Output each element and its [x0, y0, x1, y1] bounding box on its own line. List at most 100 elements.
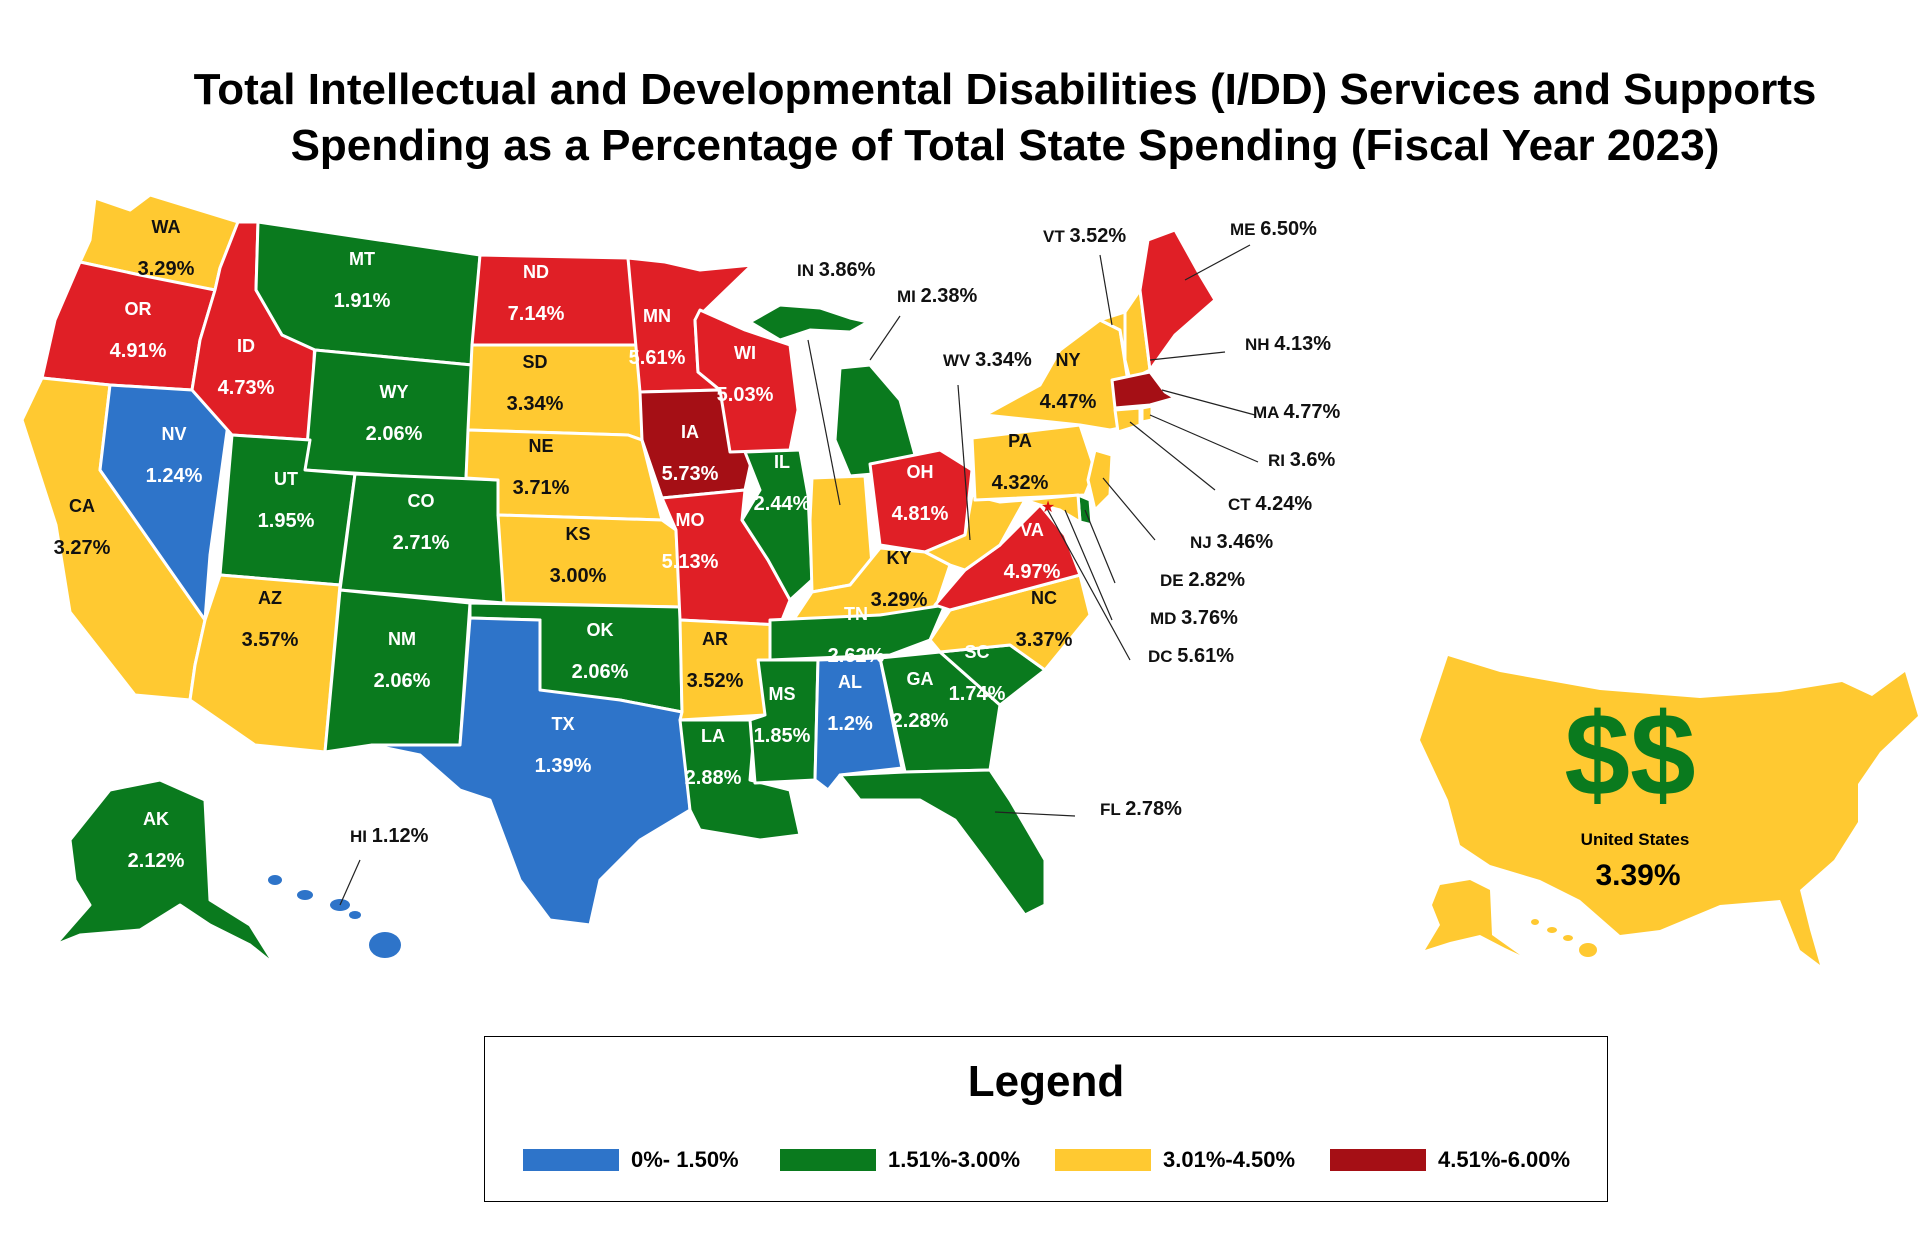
state-value-az: 3.57% — [242, 629, 299, 651]
state-label-nv: NV — [161, 424, 186, 444]
state-label-ms: MS — [769, 684, 796, 704]
state-label-la: LA — [701, 726, 725, 746]
state-value-ak: 2.12% — [128, 850, 185, 872]
state-TX[interactable] — [370, 616, 692, 927]
state-label-id: ID — [237, 336, 255, 356]
state-callout-hi: HI 1.12% — [350, 825, 429, 847]
state-label-ia: IA — [681, 422, 699, 442]
state-AK[interactable] — [53, 778, 277, 967]
legend-item-0: 0%- 1.50% — [523, 1147, 739, 1173]
state-NJ[interactable] — [1086, 448, 1114, 512]
legend-title: Legend — [967, 1057, 1125, 1106]
us-inset-hawaii — [1531, 919, 1597, 957]
state-value-ut: 1.95% — [258, 510, 315, 532]
state-label-nc: NC — [1031, 588, 1057, 608]
state-label-wa: WA — [152, 217, 181, 237]
legend-swatch-blue — [523, 1149, 619, 1171]
title-line-1: Total Intellectual and Developmental Dis… — [193, 65, 1817, 114]
state-value-or: 4.91% — [110, 340, 167, 362]
state-label-pa: PA — [1008, 431, 1032, 451]
us-dollar-symbol: $$ — [1564, 689, 1695, 821]
state-label-ny: NY — [1055, 350, 1080, 370]
state-ND[interactable] — [470, 253, 642, 347]
state-value-ar: 3.52% — [687, 670, 744, 692]
state-value-va: 4.97% — [1004, 561, 1061, 583]
state-callout-nh: NH 4.13% — [1245, 333, 1331, 355]
state-value-pa: 4.32% — [992, 472, 1049, 494]
state-value-mo: 5.13% — [662, 551, 719, 573]
state-callout-de: DE 2.82% — [1160, 569, 1245, 591]
state-label-sc: SC — [964, 642, 989, 662]
state-label-ga: GA — [907, 669, 934, 689]
state-value-id: 4.73% — [218, 377, 275, 399]
state-value-nv: 1.24% — [146, 465, 203, 487]
state-value-al: 1.2% — [827, 713, 873, 735]
state-value-tx: 1.39% — [535, 755, 592, 777]
state-callout-me: ME 6.50% — [1230, 218, 1317, 240]
state-MS[interactable] — [748, 658, 820, 785]
title-line-2: Spending as a Percentage of Total State … — [290, 121, 1720, 170]
state-GA[interactable] — [878, 650, 1002, 774]
state-label-nd: ND — [523, 262, 549, 282]
state-label-co: CO — [408, 491, 435, 511]
legend-swatch-darkred — [1330, 1149, 1426, 1171]
state-value-la: 2.88% — [685, 767, 742, 789]
state-value-wy: 2.06% — [366, 423, 423, 445]
state-label-sd: SD — [522, 352, 547, 372]
state-value-nd: 7.14% — [508, 303, 565, 325]
state-label-ok: OK — [587, 620, 614, 640]
state-AR[interactable] — [678, 618, 782, 722]
state-HI[interactable] — [268, 875, 401, 958]
state-MD[interactable] — [1023, 493, 1082, 524]
state-CT[interactable] — [1113, 406, 1142, 434]
state-value-ia: 5.73% — [662, 463, 719, 485]
state-callout-dc: DC 5.61% — [1148, 645, 1234, 667]
state-label-oh: OH — [907, 462, 934, 482]
legend: Legend 0%- 1.50% 1.51%-3.00% 3.01%-4.50%… — [484, 1036, 1608, 1202]
state-callout-ri: RI 3.6% — [1268, 449, 1336, 471]
state-value-ga: 2.28% — [892, 710, 949, 732]
state-label-ca: CA — [69, 496, 95, 516]
state-FL[interactable] — [838, 768, 1047, 917]
state-callout-mi: MI 2.38% — [897, 285, 978, 307]
state-value-co: 2.71% — [393, 532, 450, 554]
state-label-or: OR — [125, 299, 152, 319]
state-value-ca: 3.27% — [54, 537, 111, 559]
legend-swatch-green — [780, 1149, 876, 1171]
us-inset-alaska — [1425, 880, 1520, 955]
legend-item-1: 1.51%-3.00% — [780, 1147, 1020, 1173]
state-label-ak: AK — [143, 809, 169, 829]
state-callout-ma: MA 4.77% — [1253, 401, 1340, 423]
map-title: Total Intellectual and Developmental Dis… — [0, 62, 1920, 174]
state-MA[interactable] — [1110, 370, 1177, 410]
state-value-ne: 3.71% — [513, 477, 570, 499]
state-label-ut: UT — [274, 469, 298, 489]
state-label-ky: KY — [886, 548, 911, 568]
state-WY[interactable] — [303, 348, 474, 482]
legend-label: 3.01%-4.50% — [1163, 1147, 1296, 1172]
state-value-tn: 2.62% — [828, 645, 885, 667]
state-value-wa: 3.29% — [138, 258, 195, 280]
legend-label: 4.51%-6.00% — [1438, 1147, 1571, 1172]
state-MI-up[interactable] — [748, 303, 870, 342]
state-value-ms: 1.85% — [754, 725, 811, 747]
us-inset-map — [1420, 656, 1918, 965]
state-value-oh: 4.81% — [892, 503, 949, 525]
state-value-nm: 2.06% — [374, 670, 431, 692]
state-label-mn: MN — [643, 306, 671, 326]
state-value-mt: 1.91% — [334, 290, 391, 312]
state-NY[interactable] — [983, 318, 1137, 432]
state-label-az: AZ — [258, 588, 282, 608]
legend-label: 0%- 1.50% — [631, 1147, 739, 1172]
state-label-tx: TX — [551, 714, 574, 734]
state-value-sd: 3.34% — [507, 393, 564, 415]
state-ME[interactable] — [1138, 228, 1217, 372]
state-label-ar: AR — [702, 629, 728, 649]
state-IL[interactable] — [740, 448, 814, 602]
state-label-wi: WI — [734, 343, 756, 363]
legend-item-2: 3.01%-4.50% — [1055, 1147, 1295, 1173]
state-RI[interactable] — [1140, 404, 1154, 424]
us-total-label: United States — [1581, 830, 1690, 849]
state-label-va: VA — [1020, 520, 1044, 540]
